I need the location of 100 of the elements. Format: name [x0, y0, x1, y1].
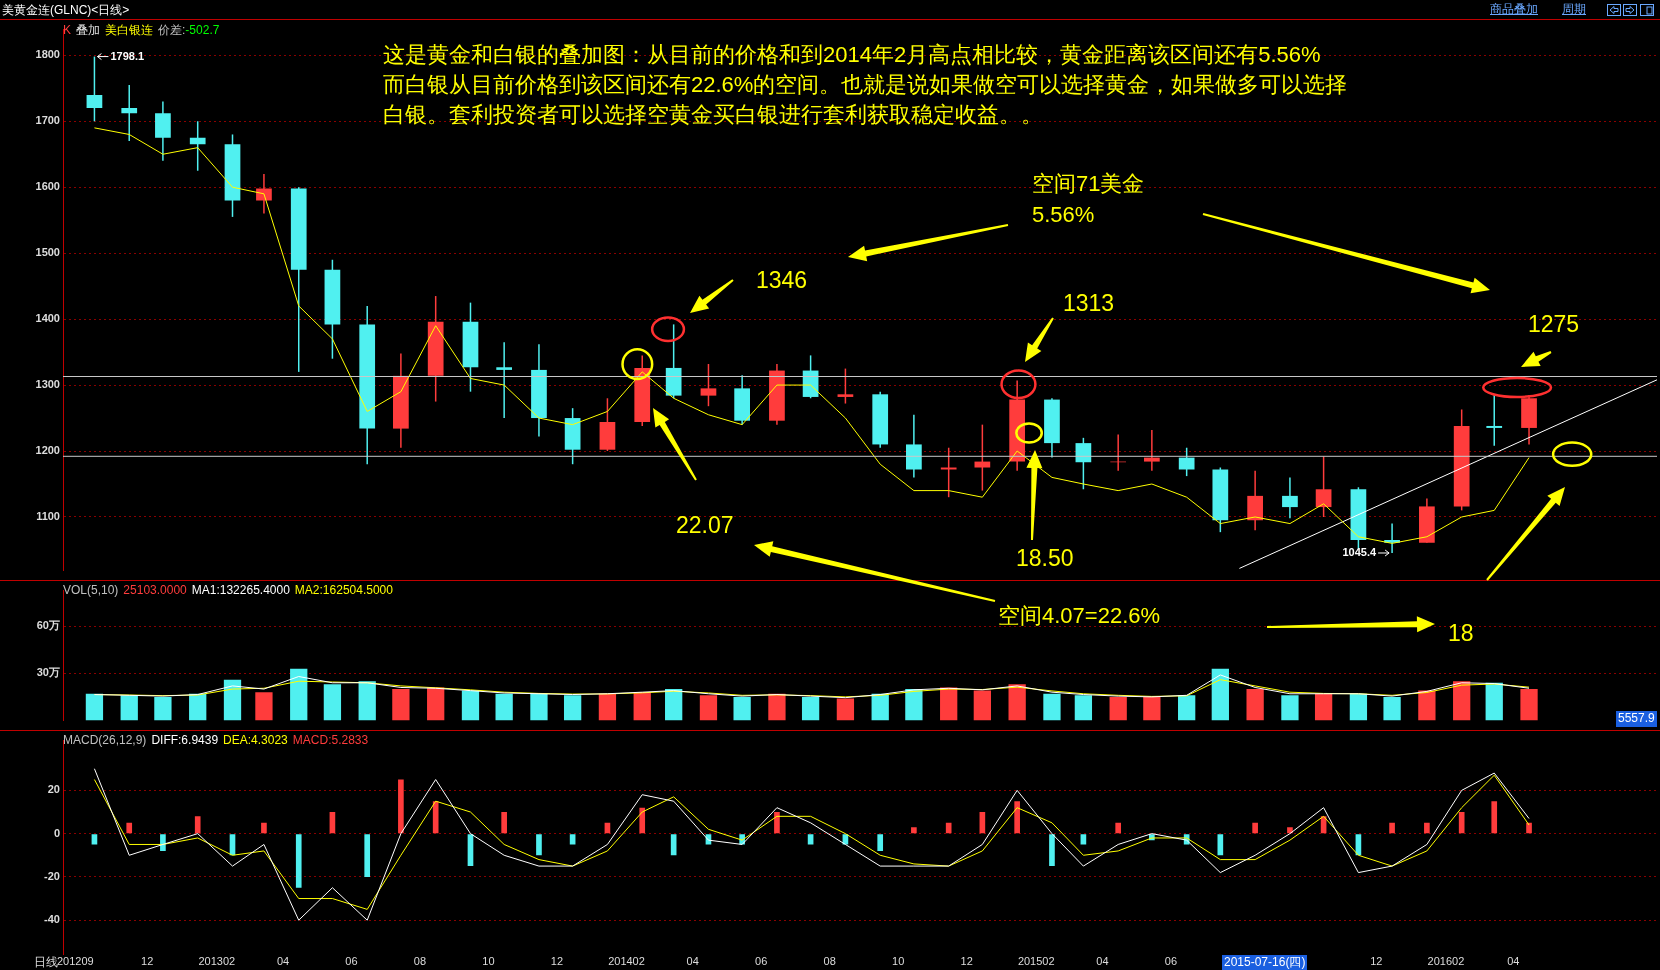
- bar: [940, 687, 958, 721]
- bar: [1281, 695, 1299, 721]
- annotation: 空间71美金: [1032, 170, 1145, 198]
- bar: [1074, 695, 1093, 721]
- bar: [189, 693, 207, 721]
- bar: [633, 692, 651, 721]
- candlestick: [1315, 455, 1332, 518]
- bar: [877, 834, 884, 851]
- annotation: 这是黄金和白银的叠加图：从目前的价格和到2014年2月高点相比较，黄金距离该区间还有5.56%: [383, 41, 1321, 69]
- bar: [1043, 693, 1061, 721]
- y-tick-label: 1400: [35, 312, 60, 325]
- x-tick-label: 10: [892, 955, 905, 968]
- annotation: 价差:: [158, 23, 186, 37]
- y-tick-label: 1200: [35, 444, 60, 457]
- bar: [1349, 693, 1368, 721]
- bar: [1389, 822, 1395, 834]
- x-tick-label: 12: [141, 955, 154, 968]
- annotation: 18.50: [1016, 544, 1074, 573]
- y-tick-label: 1700: [35, 114, 60, 127]
- bar: [768, 693, 786, 721]
- bar: [905, 689, 923, 721]
- x-tick-label: 06: [345, 955, 358, 968]
- bar: [530, 693, 548, 721]
- y-tick-label: 1100: [36, 510, 60, 523]
- bar: [1458, 812, 1465, 834]
- bar: [1014, 801, 1020, 834]
- candlestick: [1486, 394, 1503, 447]
- text: MA2:162504.5000: [294, 583, 393, 597]
- bar: [536, 834, 542, 856]
- candlestick: [1144, 429, 1160, 472]
- candlestick: [496, 341, 513, 419]
- bar: [1491, 801, 1498, 834]
- candlestick: [700, 363, 717, 407]
- bar: [398, 779, 404, 834]
- y-tick-label: 1500: [35, 246, 60, 259]
- text: DEA:4.3023: [223, 733, 288, 747]
- annotation: 5557.9: [1616, 711, 1657, 727]
- bar: [1314, 693, 1333, 721]
- bar: [1246, 689, 1264, 721]
- text: MACD:5.2833: [292, 733, 369, 747]
- text: MA1:132265.4000: [191, 583, 290, 597]
- bar: [1485, 682, 1503, 721]
- bar: [911, 827, 917, 834]
- text: 商品叠加: [1490, 2, 1538, 18]
- x-tick-label: 04: [686, 955, 699, 968]
- bar: [261, 822, 267, 834]
- bar: [1453, 681, 1471, 721]
- annotation: 18: [1448, 619, 1474, 648]
- bar: [1115, 822, 1122, 834]
- annotation: 白银。套利投资者可以选择空黄金买白银进行套利获取稳定收益。。: [383, 101, 1043, 129]
- text: K: [63, 23, 72, 37]
- x-tick-label: 201602: [1427, 955, 1465, 968]
- bar: [871, 693, 889, 721]
- bar: [774, 812, 780, 834]
- bar: [432, 801, 439, 834]
- x-tick-label: 08: [413, 955, 427, 968]
- bar: [1049, 834, 1055, 867]
- x-tick-label: 12: [550, 955, 564, 968]
- y-tick-label: 60万: [36, 619, 60, 632]
- candlestick: [1282, 476, 1298, 520]
- y-tick-label: 20: [47, 783, 60, 796]
- bar: [801, 696, 820, 721]
- bar: [598, 693, 617, 721]
- y-tick-label: -20: [44, 869, 60, 882]
- bar: [1520, 689, 1538, 721]
- bar: [1143, 696, 1161, 721]
- bar: [427, 687, 445, 721]
- y-tick-label: -40: [44, 913, 60, 926]
- bar: [973, 690, 991, 721]
- bar: [1418, 690, 1436, 721]
- annotation: 22.07: [676, 511, 734, 540]
- y-tick-label: 1300: [35, 378, 60, 391]
- x-tick-label: 201502: [1017, 955, 1055, 968]
- text: DIFF:6.9439: [151, 733, 219, 747]
- candlestick: [837, 367, 854, 405]
- bar: [495, 693, 513, 721]
- annotation: 1275: [1528, 310, 1580, 339]
- annotation: 1045.4: [1342, 546, 1377, 559]
- bar: [1252, 822, 1258, 834]
- x-tick-label: 04: [1096, 955, 1109, 968]
- bar: [1008, 684, 1026, 721]
- bar: [1178, 695, 1196, 721]
- text: 25103.0000: [123, 583, 187, 597]
- y-tick-label: 1600: [35, 180, 60, 193]
- bar: [639, 807, 646, 834]
- candlestick: [121, 84, 138, 142]
- candlestick: [189, 120, 206, 172]
- bar: [120, 695, 138, 721]
- x-tick-label: 10: [482, 955, 495, 968]
- bar: [255, 692, 273, 721]
- bar: [1526, 822, 1532, 834]
- bar: [85, 693, 104, 721]
- candlestick: [974, 423, 991, 492]
- bar: [1287, 827, 1293, 834]
- bar: [1383, 696, 1401, 721]
- bar: [945, 822, 952, 834]
- candlestick: [1178, 446, 1195, 477]
- x-tick-label: 04: [1507, 955, 1520, 968]
- chart-title: VOL(5,10): [63, 583, 119, 597]
- x-tick-label: 201302: [198, 955, 236, 968]
